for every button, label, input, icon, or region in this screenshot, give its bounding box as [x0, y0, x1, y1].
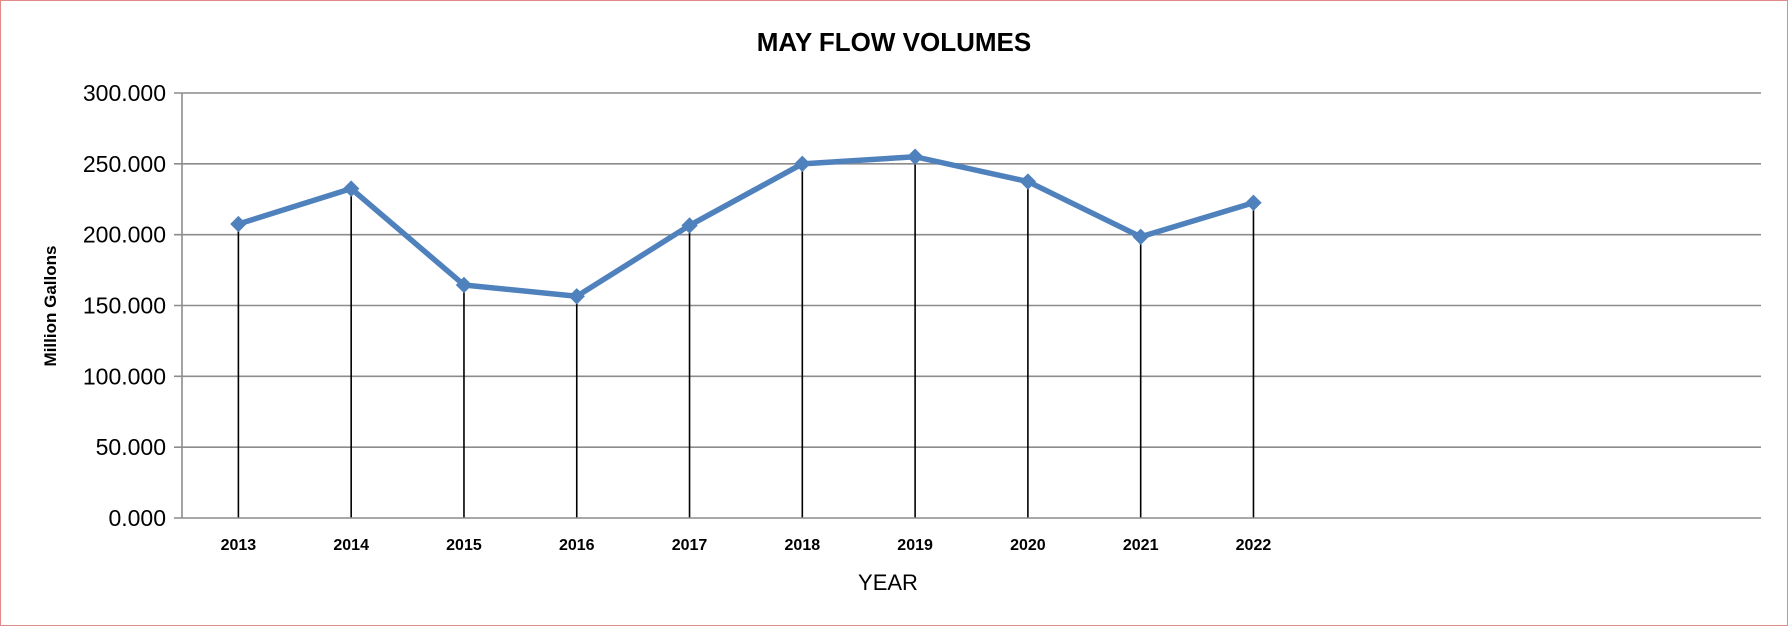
y-tick-label: 0.000 — [108, 505, 166, 531]
data-point — [906, 148, 924, 165]
y-tick-label: 150.000 — [83, 293, 166, 319]
data-point — [681, 217, 698, 234]
x-tick-labels: 2013 2014 2015 2016 2017 2018 2019 2020 2021 2022 — [221, 537, 1272, 554]
x-tick-label: 2021 — [1123, 537, 1159, 554]
y-tick-label: 300.000 — [83, 80, 166, 106]
y-tick-label: 100.000 — [83, 363, 166, 389]
data-point — [568, 288, 585, 305]
x-tick-label: 2020 — [1010, 537, 1046, 554]
data-point — [1019, 173, 1037, 190]
x-tick-label: 2016 — [559, 537, 595, 554]
x-tick-label: 2014 — [333, 537, 369, 554]
y-tick-label: 200.000 — [83, 222, 166, 248]
x-tick-label: 2013 — [221, 537, 257, 554]
x-tick-label: 2017 — [672, 537, 708, 554]
axes — [174, 93, 1761, 519]
drop-lines — [237, 156, 1255, 518]
x-tick-label: 2018 — [785, 537, 821, 554]
series-line — [235, 154, 1257, 300]
y-axis-label: Million Gallons — [41, 246, 60, 367]
y-tick-labels: 0.000 50.000 100.000 150.000 200.000 250.000 3… — [83, 80, 166, 531]
y-tick-label: 50.000 — [96, 434, 166, 460]
data-point — [230, 215, 247, 233]
data-point — [1132, 228, 1149, 245]
x-tick-label: 2015 — [446, 537, 482, 554]
data-point — [342, 180, 360, 197]
data-point — [455, 276, 473, 294]
gridlines — [174, 92, 1761, 448]
series-layer — [230, 148, 1262, 305]
x-axis-label: YEAR — [858, 570, 918, 595]
y-tick-label: 250.000 — [83, 151, 166, 177]
x-tick-label: 2022 — [1236, 537, 1272, 554]
data-point — [794, 155, 811, 173]
chart-title: MAY FLOW VOLUMES — [757, 27, 1031, 57]
data-point — [1245, 194, 1262, 211]
x-tick-label: 2019 — [897, 537, 933, 554]
